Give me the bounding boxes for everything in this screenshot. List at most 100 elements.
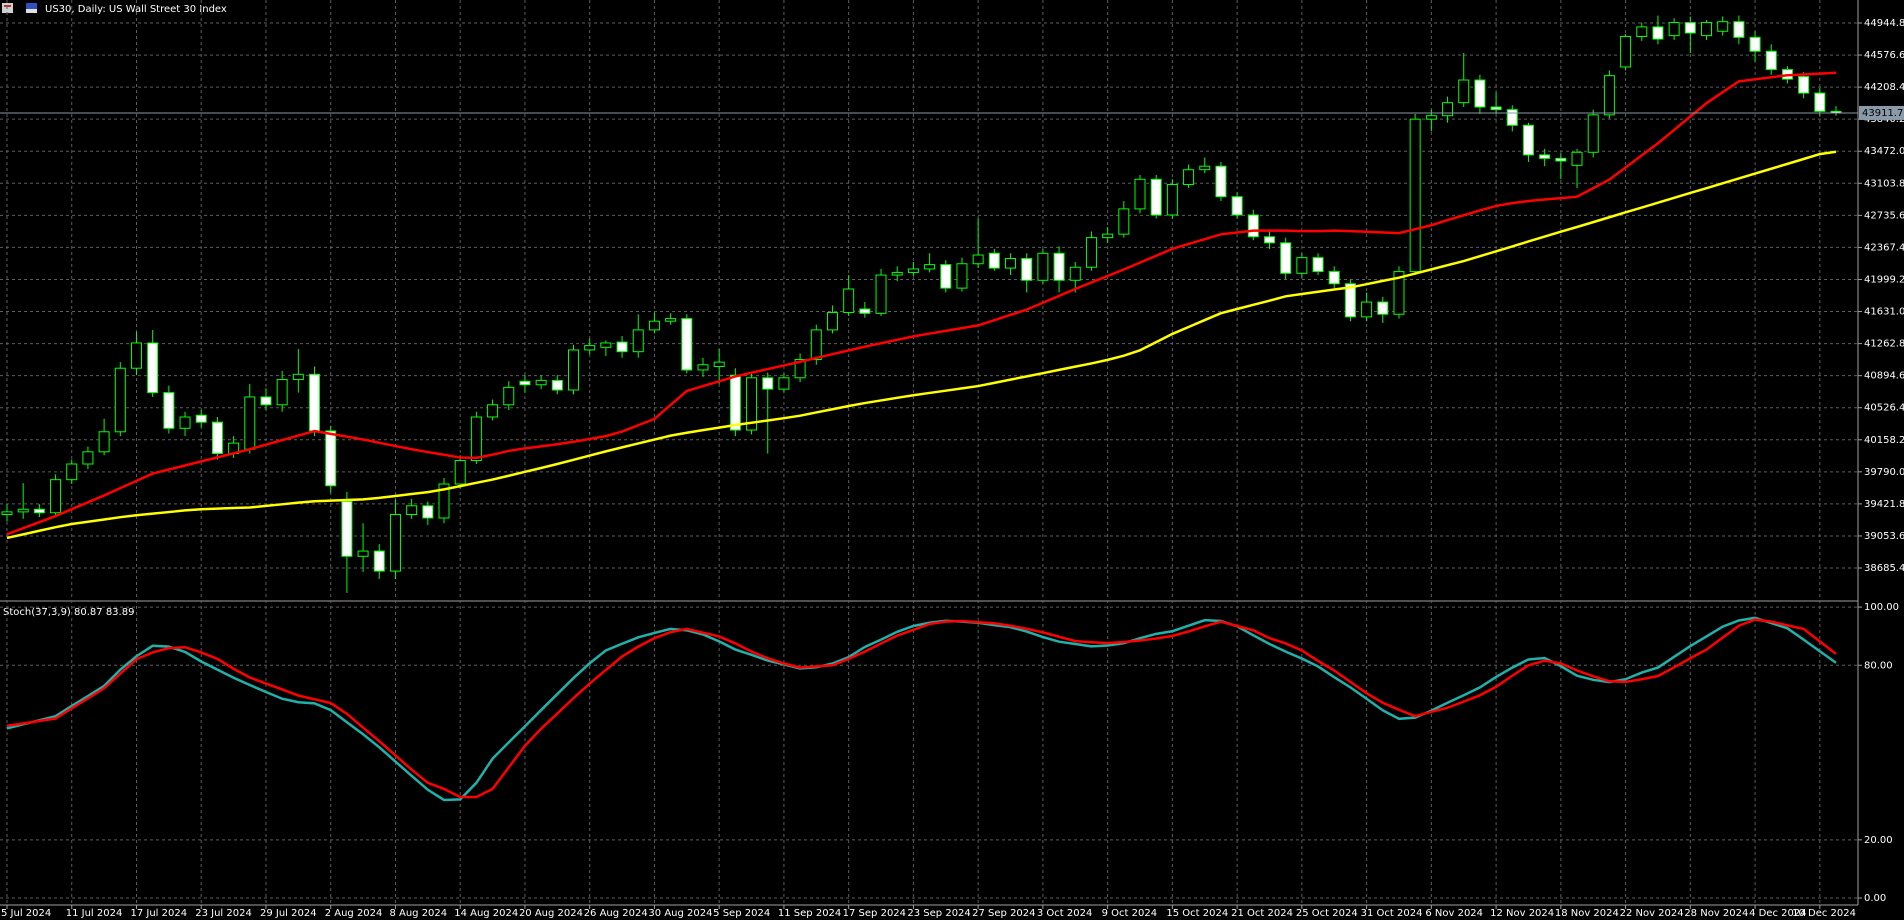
x-tick-label: 10 Dec 2024 (1792, 908, 1856, 919)
candle-body (713, 361, 725, 367)
label-layer: 38685.4 39053.6 39421.8 39790.0 40158.2 40526… (1, 18, 1904, 919)
candle-body (147, 342, 159, 394)
x-tick-label: 8 Aug 2024 (389, 908, 447, 919)
candle-body (309, 373, 321, 432)
candle-body (1814, 92, 1826, 112)
candle-body (875, 274, 887, 314)
candle-body (1166, 184, 1178, 216)
candle-body (1425, 115, 1437, 120)
candle-body (1393, 271, 1405, 315)
candle-body (1765, 50, 1777, 71)
candle-body (632, 329, 644, 353)
candle-body (1263, 236, 1275, 244)
x-tick-label: 6 Nov 2024 (1425, 908, 1483, 919)
candle-body (1442, 102, 1454, 117)
candle-body (1377, 301, 1389, 315)
y-tick-label: 42735.6 (1864, 210, 1904, 221)
x-tick-label: 15 Oct 2024 (1166, 908, 1228, 919)
x-tick-label: 25 Oct 2024 (1296, 908, 1358, 919)
candle-body (907, 268, 919, 273)
candle-body (244, 396, 256, 450)
candle-body (389, 513, 401, 572)
candle-body (1231, 196, 1243, 216)
candle-body (746, 377, 758, 431)
y-tick-label: 41631.0 (1864, 307, 1904, 318)
indicator-title: Stoch(37,3,9) 80.87 83.89 (3, 607, 134, 618)
candle-body (1587, 114, 1599, 153)
candle-body (1199, 165, 1211, 171)
candle-body (1134, 178, 1146, 210)
x-tick-label: 30 Aug 2024 (648, 908, 712, 919)
candle-body (1102, 233, 1114, 239)
candle-body (956, 263, 968, 289)
candle-body (891, 271, 903, 276)
candle-body (1458, 79, 1470, 104)
x-tick-label: 5 Sep 2024 (713, 908, 770, 919)
candle-body (1684, 22, 1696, 34)
x-tick-label: 22 Nov 2024 (1620, 908, 1684, 919)
candle-body (1344, 283, 1356, 318)
candle-body (600, 342, 612, 348)
candle-body (1652, 26, 1664, 40)
candle-body (292, 373, 304, 381)
candle-body (616, 341, 628, 353)
candle-body (584, 345, 596, 351)
y-tick-label: 40158.2 (1864, 435, 1904, 446)
candle-body (972, 254, 984, 265)
candle-body (438, 483, 450, 519)
flag-icon (26, 3, 37, 13)
candle-body (1733, 21, 1745, 38)
candle-body (260, 396, 272, 406)
x-tick-label: 17 Sep 2024 (843, 908, 906, 919)
candle-body (114, 367, 126, 433)
candle-body (665, 318, 677, 322)
x-tick-label: 4 Dec 2024 (1749, 908, 1807, 919)
x-tick-label: 23 Sep 2024 (907, 908, 970, 919)
y-tick-label: 38685.4 (1864, 563, 1904, 574)
candle-body (1037, 252, 1049, 281)
candle-body (826, 311, 838, 331)
x-tick-label: 2 Aug 2024 (325, 908, 383, 919)
x-tick-label: 5 Jul 2024 (1, 908, 51, 919)
candle-body (1215, 165, 1227, 198)
moving-average-line (6, 71, 1837, 536)
x-tick-label: 18 Nov 2024 (1555, 908, 1619, 919)
y-tick-label: 100.00 (1864, 602, 1899, 613)
y-tick-label: 44576.6 (1864, 50, 1904, 61)
y-tick-label: 40526.4 (1864, 403, 1904, 414)
candle-body (1717, 21, 1729, 32)
candle-body (1522, 124, 1534, 156)
y-tick-label: 44944.8 (1864, 18, 1904, 29)
x-tick-label: 21 Oct 2024 (1231, 908, 1293, 919)
candle-body (454, 460, 466, 485)
candle-body (195, 414, 207, 423)
candle-body (276, 379, 288, 406)
candle-body (697, 364, 709, 371)
chart-title: US30, Daily: US Wall Street 30 Index (45, 4, 227, 15)
candle-body (810, 329, 822, 361)
candle-body (778, 377, 790, 390)
candle-body (325, 430, 337, 487)
x-tick-label: 17 Jul 2024 (130, 908, 187, 919)
y-tick-label: 40894.6 (1864, 371, 1904, 382)
candle-body (535, 379, 547, 386)
candle-body (1636, 26, 1648, 37)
candle-body (1603, 75, 1615, 116)
candle-body (1361, 301, 1373, 318)
candle-body (1798, 76, 1810, 94)
candle-body (211, 421, 223, 455)
candle-body (50, 479, 62, 514)
last-price-box (1859, 105, 1904, 120)
candle-body (940, 264, 952, 289)
x-tick-label: 29 Jul 2024 (260, 908, 317, 919)
x-tick-label: 20 Aug 2024 (519, 908, 583, 919)
x-tick-label: 23 Jul 2024 (195, 908, 252, 919)
candle-body (1118, 208, 1130, 235)
candle-body (487, 404, 499, 418)
x-tick-label: 31 Oct 2024 (1361, 908, 1423, 919)
candle-body (1539, 154, 1551, 159)
candle-body (519, 380, 531, 386)
candle-body (1, 511, 13, 515)
y-tick-label: 0.00 (1864, 893, 1886, 904)
